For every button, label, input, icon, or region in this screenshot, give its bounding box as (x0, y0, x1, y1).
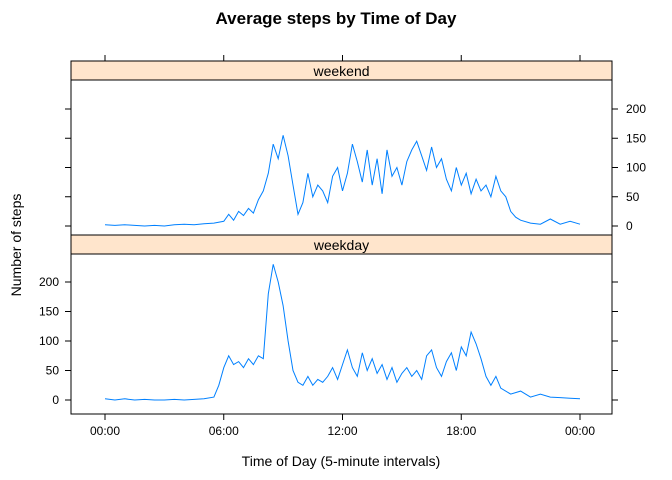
panel-frame-weekday (70, 253, 613, 415)
y-tick-label-weekend: 0 (626, 219, 633, 233)
panel-group: weekend 0 50 100 150 200 weekday 0 50 100 150 200 00… (39, 55, 646, 438)
x-tick-label: 12:00 (327, 424, 357, 438)
strip-label-weekend: weekend (312, 63, 369, 79)
y-tick-label-weekend: 100 (626, 161, 646, 175)
panel-frame-weekend (70, 79, 613, 236)
y-tick-label-weekend: 150 (626, 131, 646, 145)
y-tick-label-weekday: 100 (39, 334, 59, 348)
y-tick-label-weekday: 200 (39, 275, 59, 289)
series-line-weekend (104, 135, 581, 227)
y-tick-label-weekend: 200 (626, 102, 646, 116)
series-line-weekday (104, 264, 581, 401)
y-axis-label: Number of steps (8, 194, 24, 297)
x-tick-label: 00:00 (90, 424, 120, 438)
x-axis-label: Time of Day (5-minute intervals) (242, 453, 441, 469)
x-tick-label: 06:00 (209, 424, 239, 438)
y-tick-label-weekday: 50 (46, 364, 60, 378)
x-tick-label: 00:00 (565, 424, 595, 438)
strip-label-weekday: weekday (313, 237, 369, 253)
y-tick-label-weekday: 150 (39, 305, 59, 319)
y-tick-label-weekday: 0 (52, 393, 59, 407)
x-tick-label: 18:00 (446, 424, 476, 438)
y-tick-label-weekend: 50 (626, 190, 640, 204)
chart-title: Average steps by Time of Day (216, 9, 457, 28)
